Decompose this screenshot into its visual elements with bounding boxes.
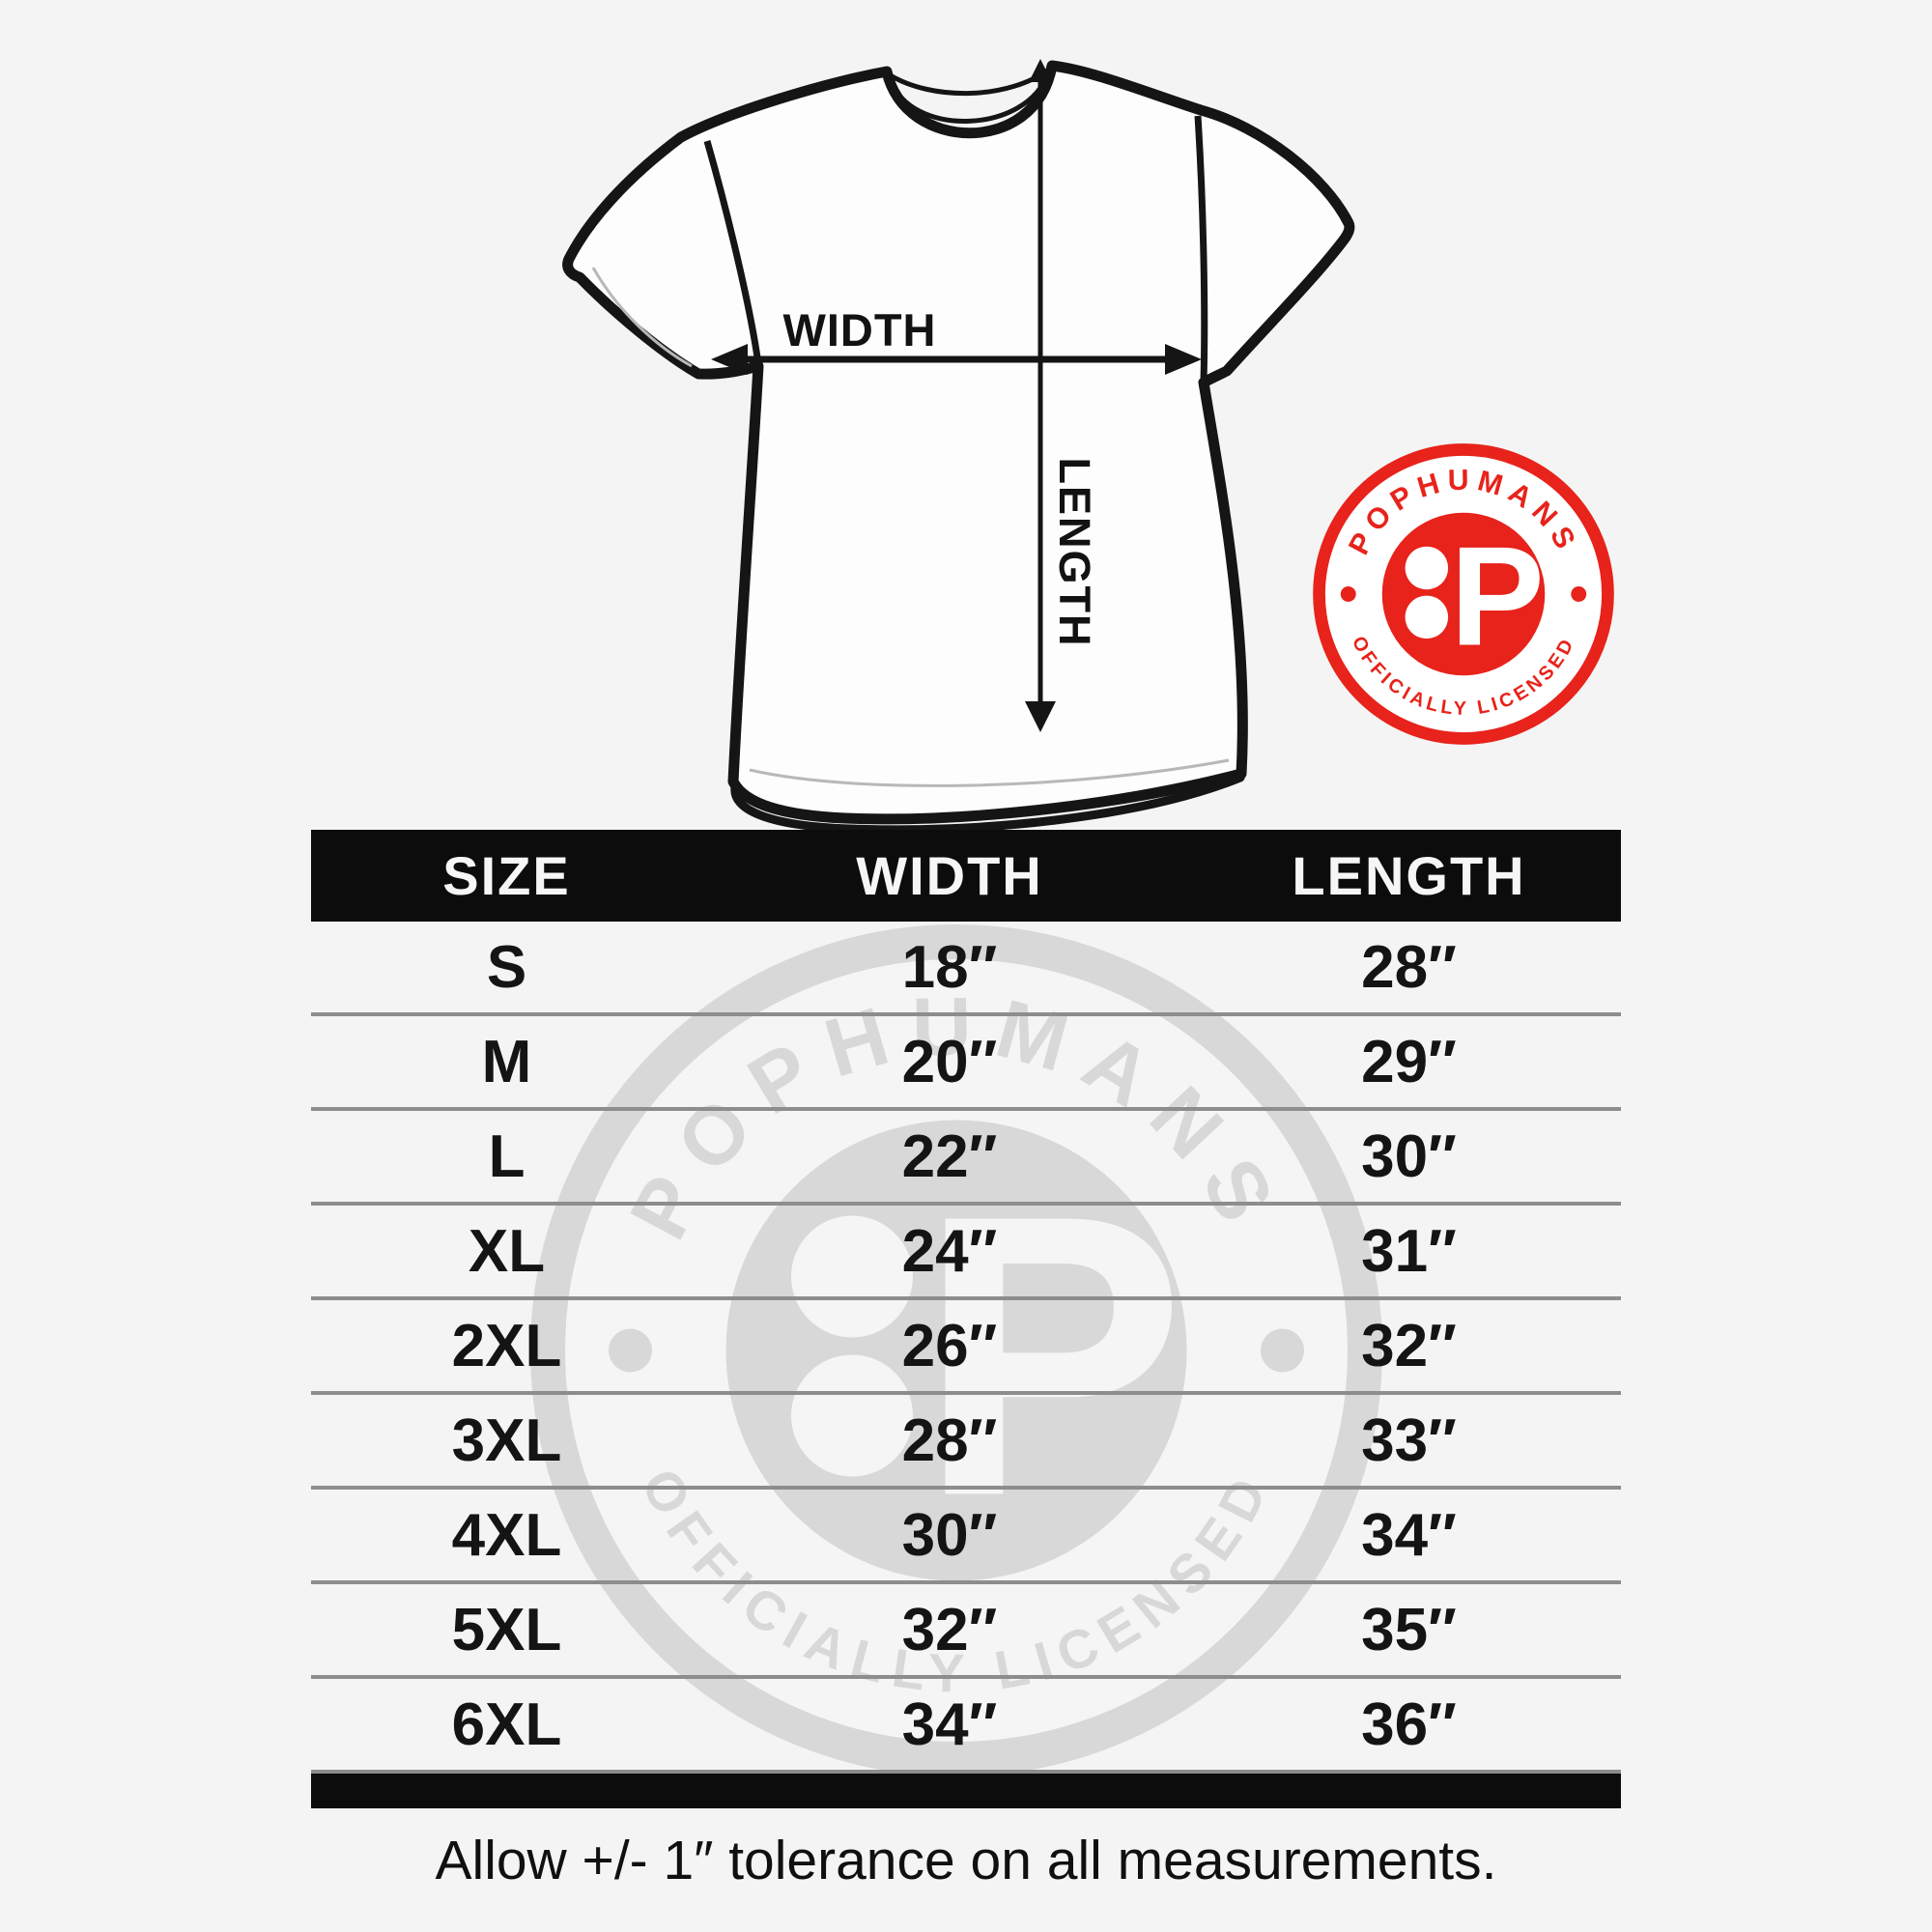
cell-width: 30″ <box>901 1501 998 1569</box>
cell-length: 34″ <box>1361 1501 1457 1569</box>
badge-colon-dot-top <box>1405 546 1449 590</box>
cell-width: 22″ <box>901 1122 998 1190</box>
width-dimension-label: WIDTH <box>782 304 937 355</box>
cell-width: 32″ <box>901 1596 998 1663</box>
cell-length: 32″ <box>1361 1312 1457 1379</box>
badge-left-dot <box>1340 586 1356 602</box>
badge-colon-dot-bottom <box>1405 595 1449 639</box>
table-row: 5XL 32″ 35″ <box>311 1584 1621 1679</box>
cell-width: 24″ <box>901 1217 998 1285</box>
collar-back-line <box>887 67 1052 96</box>
hem-fold-line <box>730 773 1245 835</box>
collar-band-line <box>888 71 1051 124</box>
left-sleeve-seam <box>703 140 762 365</box>
table-row: 2XL 26″ 32″ <box>311 1300 1621 1395</box>
cell-size: M <box>481 1028 532 1095</box>
size-table-header: SIZE WIDTH LENGTH <box>311 830 1621 922</box>
tshirt-outline <box>562 60 1355 825</box>
hem-stitch-line <box>749 758 1230 787</box>
cell-size: 5XL <box>451 1596 562 1663</box>
length-arrow <box>1025 59 1056 732</box>
cell-length: 33″ <box>1361 1406 1457 1474</box>
cell-size: XL <box>468 1217 546 1285</box>
badge-right-dot <box>1571 586 1587 602</box>
table-row: S 18″ 28″ <box>311 922 1621 1016</box>
badge-monogram: P <box>1450 517 1545 674</box>
header-width: WIDTH <box>856 845 1043 906</box>
size-table: SIZE WIDTH LENGTH S 18″ 28″ M 20″ 29″ L … <box>311 830 1621 1808</box>
cell-width: 20″ <box>901 1028 998 1095</box>
cell-width: 28″ <box>901 1406 998 1474</box>
cell-length: 36″ <box>1361 1690 1457 1758</box>
cuff-shadow-line <box>591 267 693 368</box>
right-sleeve-seam <box>1194 115 1208 382</box>
cell-size: 2XL <box>451 1312 562 1379</box>
cell-size: 4XL <box>451 1501 562 1569</box>
cell-width: 18″ <box>901 933 998 1001</box>
cell-length: 29″ <box>1361 1028 1457 1095</box>
table-row: 4XL 30″ 34″ <box>311 1490 1621 1584</box>
cell-size: S <box>486 933 527 1001</box>
cell-size: 3XL <box>451 1406 562 1474</box>
tolerance-note: Allow +/- 1″ tolerance on all measuremen… <box>435 1830 1497 1891</box>
width-arrow <box>711 344 1202 375</box>
cell-length: 31″ <box>1361 1217 1457 1285</box>
table-row: L 22″ 30″ <box>311 1111 1621 1206</box>
cell-length: 35″ <box>1361 1596 1457 1663</box>
cell-width: 34″ <box>901 1690 998 1758</box>
cell-size: L <box>488 1122 526 1190</box>
table-bottom-bar <box>311 1774 1621 1808</box>
table-row: 3XL 28″ 33″ <box>311 1395 1621 1490</box>
cell-length: 30″ <box>1361 1122 1457 1190</box>
pophumans-badge: POPHUMANS OFFICIALLY LICENSED P <box>1313 443 1614 745</box>
length-dimension-label: LENGTH <box>1050 457 1099 648</box>
table-row: XL 24″ 31″ <box>311 1206 1621 1300</box>
tshirt-diagram <box>562 59 1355 835</box>
cell-length: 28″ <box>1361 933 1457 1001</box>
table-row: 6XL 34″ 36″ <box>311 1679 1621 1774</box>
cell-size: 6XL <box>451 1690 562 1758</box>
header-length: LENGTH <box>1292 845 1526 906</box>
header-size: SIZE <box>442 845 571 906</box>
cell-width: 26″ <box>901 1312 998 1379</box>
table-row: M 20″ 29″ <box>311 1016 1621 1111</box>
